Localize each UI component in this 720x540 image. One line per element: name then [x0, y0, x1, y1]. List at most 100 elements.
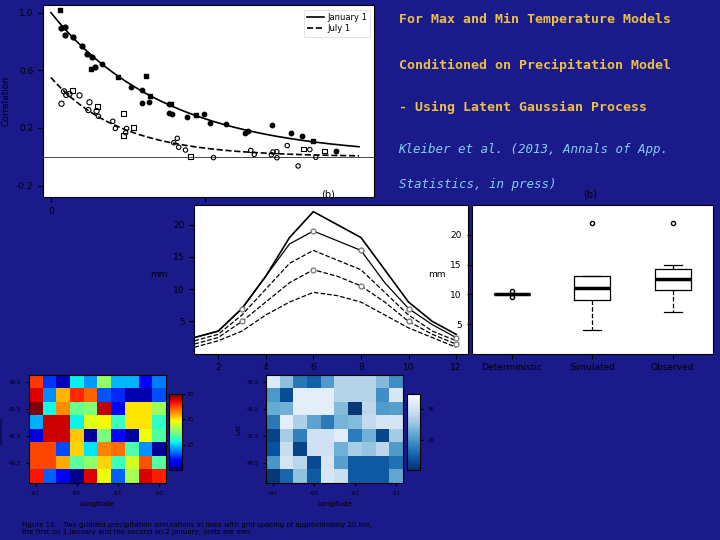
- Point: [120, 129, 132, 137]
- Point: [208, 153, 220, 162]
- Point: [181, 112, 193, 121]
- Legend: January 1, July 1: January 1, July 1: [304, 10, 370, 37]
- Point: [118, 109, 130, 118]
- Point: [166, 100, 177, 109]
- Point: [180, 146, 192, 154]
- July 1: [326, 152, 335, 159]
- X-axis label: Longitude: Longitude: [318, 502, 352, 508]
- Point: [266, 120, 277, 129]
- Y-axis label: mm: mm: [428, 271, 445, 280]
- Point: [191, 110, 202, 119]
- Point: [96, 60, 108, 69]
- Point: [297, 145, 309, 153]
- January 1: [306, 138, 315, 145]
- Point: [89, 63, 101, 71]
- July 1: [229, 148, 238, 154]
- Point: [92, 102, 104, 111]
- Point: [137, 98, 148, 107]
- X-axis label: Longitude: Longitude: [80, 502, 114, 508]
- Point: [221, 120, 233, 129]
- January 1: [48, 11, 56, 17]
- Point: [144, 98, 156, 107]
- Point: [121, 124, 132, 133]
- January 1: [235, 125, 244, 132]
- Point: [91, 107, 102, 116]
- Point: [117, 131, 129, 140]
- Point: [166, 110, 178, 118]
- Point: [285, 128, 297, 137]
- Point: [204, 119, 215, 127]
- Point: [63, 90, 75, 98]
- Point: [84, 98, 95, 106]
- Text: Kleiber et al. (2013, Annals of App.: Kleiber et al. (2013, Annals of App.: [399, 144, 668, 157]
- January 1: [326, 140, 335, 147]
- Point: [185, 152, 197, 160]
- Text: (b): (b): [320, 190, 335, 200]
- Point: [310, 153, 322, 161]
- January 1: [230, 124, 238, 131]
- Point: [59, 22, 71, 31]
- Text: (b): (b): [583, 190, 598, 200]
- Text: Statistics, in press): Statistics, in press): [399, 178, 556, 191]
- July 1: [47, 74, 55, 80]
- Point: [67, 86, 78, 94]
- Point: [304, 145, 315, 154]
- Point: [73, 91, 85, 100]
- July 1: [230, 148, 238, 154]
- Point: [86, 53, 98, 62]
- Point: [198, 110, 210, 118]
- Point: [171, 134, 183, 143]
- July 1: [306, 152, 315, 158]
- Point: [55, 24, 67, 32]
- Y-axis label: mm: mm: [150, 271, 168, 280]
- Point: [267, 148, 279, 157]
- X-axis label: Month: Month: [316, 378, 346, 388]
- Point: [163, 109, 175, 118]
- Point: [266, 151, 277, 159]
- Point: [144, 91, 156, 100]
- Point: [168, 138, 179, 147]
- Point: [173, 143, 184, 152]
- Y-axis label: Lat: Lat: [235, 424, 241, 435]
- Point: [58, 87, 70, 96]
- Point: [271, 153, 283, 162]
- Y-axis label: Correlation: Correlation: [1, 76, 10, 126]
- Point: [240, 129, 251, 138]
- Point: [109, 124, 121, 133]
- Point: [140, 71, 151, 80]
- Point: [113, 73, 125, 82]
- Line: January 1: January 1: [51, 12, 359, 147]
- July 1: [355, 153, 364, 159]
- Point: [307, 137, 318, 146]
- Point: [107, 117, 119, 126]
- Text: Figure 16.   Two gridded precipitation simulations in Iowa with grid spacing of : Figure 16. Two gridded precipitation sim…: [22, 522, 372, 535]
- Point: [55, 6, 66, 15]
- Point: [136, 86, 148, 94]
- Text: Conditioned on Precipitation Model: Conditioned on Precipitation Model: [399, 59, 670, 72]
- Y-axis label: Latitude: Latitude: [0, 415, 4, 444]
- July 1: [48, 76, 56, 82]
- Point: [292, 161, 304, 170]
- January 1: [355, 144, 364, 150]
- Point: [330, 146, 342, 155]
- Point: [59, 31, 71, 40]
- Point: [318, 147, 330, 156]
- Line: July 1: July 1: [51, 77, 359, 156]
- Point: [85, 64, 96, 73]
- Point: [271, 147, 282, 156]
- Text: - Using Latent Gaussian Process: - Using Latent Gaussian Process: [399, 102, 647, 114]
- Point: [76, 42, 87, 50]
- Point: [93, 112, 104, 120]
- Point: [60, 91, 72, 99]
- Point: [128, 123, 140, 132]
- Point: [163, 99, 175, 108]
- Point: [55, 99, 67, 108]
- January 1: [229, 124, 238, 130]
- Point: [297, 131, 308, 140]
- January 1: [47, 9, 55, 16]
- Point: [245, 146, 256, 155]
- July 1: [235, 148, 244, 155]
- Point: [248, 150, 260, 159]
- Point: [242, 127, 253, 136]
- Point: [126, 83, 138, 91]
